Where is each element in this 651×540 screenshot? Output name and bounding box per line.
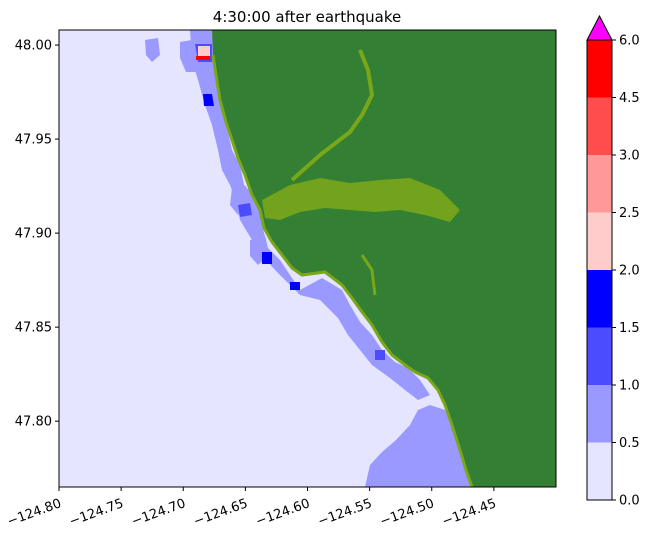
colorbar-tick-label: 1.5 [619,321,640,336]
y-tick-label: 47.90 [15,227,52,242]
y-tick-label: 47.80 [15,415,52,430]
offshore-wave-patch [365,405,472,487]
high-inundation-spot [262,252,272,264]
x-tick-label: −124.75 [67,496,125,529]
colorbar-segment [587,385,612,443]
colorbar-segment [587,442,612,500]
y-axis: 47.80 47.85 47.90 47.95 48.00 [15,39,59,430]
river-channel [360,254,377,296]
x-tick-label: −124.45 [440,496,498,529]
colorbar-tick-label: 0.0 [619,494,640,509]
colorbar-tick-label: 0.5 [619,436,640,451]
colorbar-segment [587,327,612,385]
offshore-islet [180,40,198,72]
y-tick-label: 48.00 [15,39,52,54]
x-tick-label: −124.65 [192,496,250,529]
very-high-inundation-spot [198,46,210,56]
colorbar-segment [587,155,612,213]
colorbar-tick-label: 3.0 [619,149,640,164]
colorbar-segment [587,270,612,328]
colorbar-tick-label: 4.5 [619,91,640,106]
colorbar-tick-label: 1.0 [619,379,640,394]
river-estuary [262,178,460,222]
river-channel [290,49,375,182]
colorbar-tick-label: 2.0 [619,264,640,279]
map-plot [58,29,557,488]
high-inundation-spot [203,94,214,106]
y-tick-label: 47.95 [15,133,52,148]
x-tick-label: −124.70 [130,496,188,529]
x-tick-label: −124.55 [316,496,374,529]
offshore-islet [145,38,160,62]
land-area [212,30,556,487]
colorbar-segment [587,97,612,155]
high-inundation-spot [290,282,300,290]
high-inundation-spot [238,203,252,217]
y-tick-label: 47.85 [15,321,52,336]
colorbar-tick-label: 2.5 [619,206,640,221]
coastline [211,54,474,487]
x-axis: −124.80 −124.75 −124.70 −124.65 −124.60 −124.… [5,487,498,530]
chart-title: 4:30:00 after earthquake [213,8,401,26]
colorbar-extend-arrow [586,14,613,41]
colorbar-segment [587,212,612,270]
high-inundation-spot [375,350,385,360]
colorbar-segment [587,40,612,98]
very-high-inundation-spot [196,56,210,60]
colorbar-tick-label: 6.0 [619,34,640,49]
x-tick-label: −124.60 [254,496,312,529]
x-tick-label: −124.50 [378,496,436,529]
x-tick-label: −124.80 [5,496,63,529]
colorbar: 0.0 0.5 1.0 1.5 2.0 2.5 3.0 4.5 6.0 [586,14,640,509]
